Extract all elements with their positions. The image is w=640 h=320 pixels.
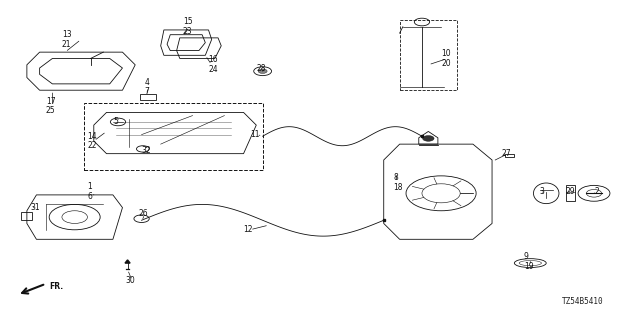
Text: 1
6: 1 6 <box>88 182 92 201</box>
Text: 11: 11 <box>250 130 259 139</box>
Text: 4
7: 4 7 <box>145 78 150 96</box>
Text: 31: 31 <box>30 203 40 212</box>
Circle shape <box>422 136 434 141</box>
Text: 9
19: 9 19 <box>524 252 534 271</box>
Bar <box>20 212 32 220</box>
Bar <box>140 94 156 100</box>
Text: 28: 28 <box>256 63 266 73</box>
Text: 27: 27 <box>502 149 511 158</box>
Polygon shape <box>125 260 130 263</box>
Text: 13
21: 13 21 <box>62 30 72 49</box>
Text: 17
25: 17 25 <box>46 97 56 116</box>
Text: 32: 32 <box>141 146 151 155</box>
Text: 30: 30 <box>125 276 136 285</box>
Circle shape <box>258 69 267 73</box>
Text: 2: 2 <box>594 187 599 196</box>
Bar <box>84 103 262 170</box>
Text: 14
22: 14 22 <box>88 132 97 150</box>
Text: 26: 26 <box>138 209 148 219</box>
Text: 12: 12 <box>244 225 253 234</box>
Text: TZ54B5410: TZ54B5410 <box>562 297 604 306</box>
Text: 8
18: 8 18 <box>394 173 403 192</box>
Bar <box>399 20 457 90</box>
Text: 3: 3 <box>540 187 545 196</box>
Text: 15
23: 15 23 <box>183 17 193 36</box>
Text: 29: 29 <box>565 187 575 196</box>
Text: 10
20: 10 20 <box>441 49 451 68</box>
Text: 16
24: 16 24 <box>209 55 218 74</box>
Text: FR.: FR. <box>49 282 63 292</box>
Text: 5: 5 <box>113 117 118 126</box>
